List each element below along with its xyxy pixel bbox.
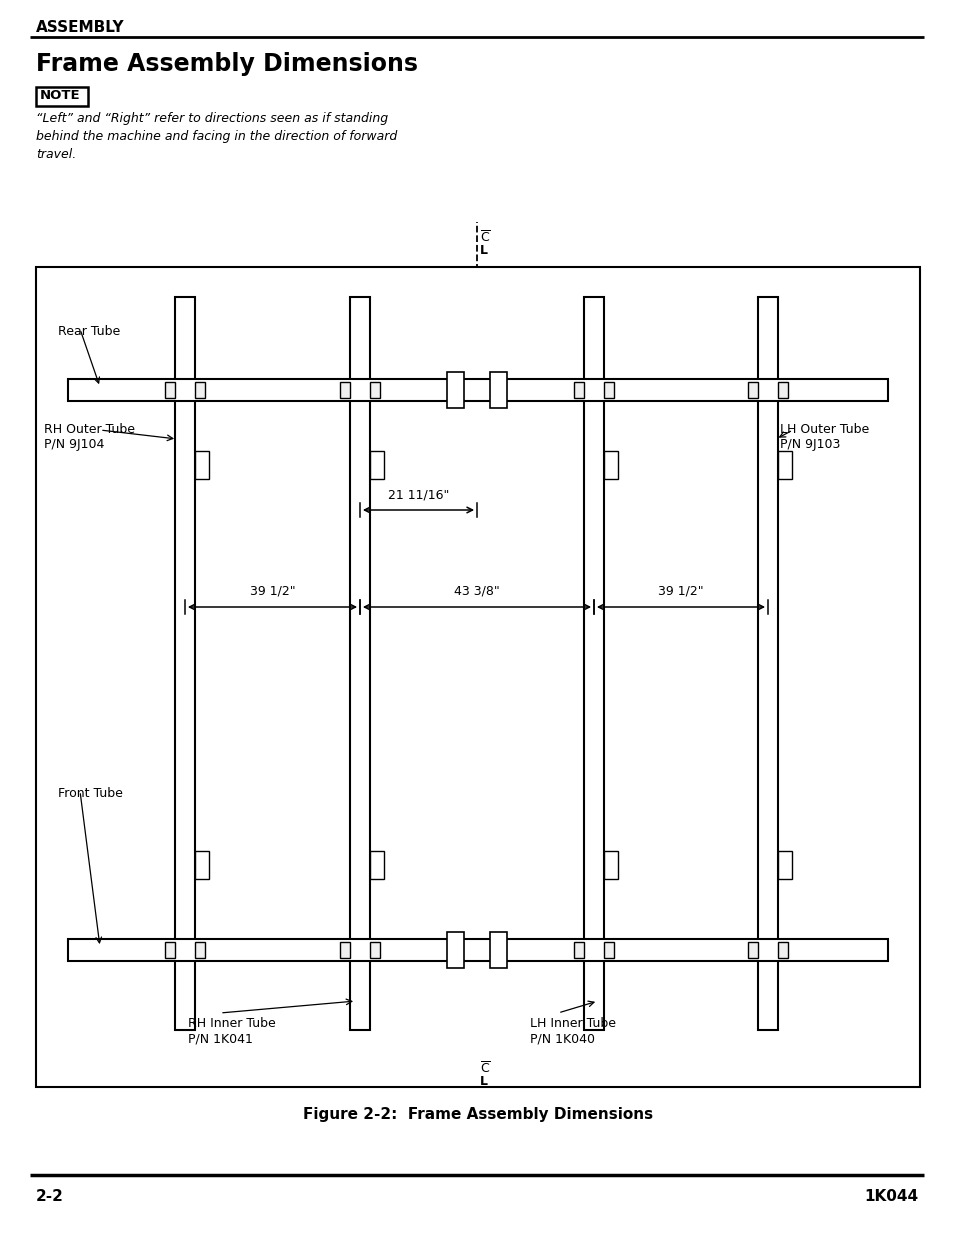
Bar [758, 296, 778, 1030]
Bar [165, 942, 174, 958]
Bar [490, 932, 506, 968]
Bar [194, 382, 205, 398]
Bar [574, 382, 583, 398]
Text: L: L [479, 1074, 488, 1088]
Circle shape [198, 643, 206, 651]
Text: Figure 2-2:  Frame Assembly Dimensions: Figure 2-2: Frame Assembly Dimensions [303, 1107, 653, 1123]
Bar [778, 942, 787, 958]
Text: L: L [479, 245, 488, 257]
Bar [490, 372, 506, 408]
Text: 39 1/2": 39 1/2" [250, 585, 295, 598]
Bar [447, 372, 463, 408]
Bar [370, 942, 379, 958]
Bar [370, 382, 379, 398]
Text: ASSEMBLY: ASSEMBLY [36, 20, 125, 35]
Bar [174, 296, 194, 1030]
Text: 1K044: 1K044 [863, 1189, 917, 1204]
Circle shape [781, 643, 788, 651]
Text: LH Inner Tube
P/N 1K040: LH Inner Tube P/N 1K040 [530, 1016, 616, 1045]
Bar [194, 851, 209, 879]
Text: $\overline{\rm C}$: $\overline{\rm C}$ [479, 230, 490, 245]
Text: RH Outer Tube
P/N 9J104: RH Outer Tube P/N 9J104 [44, 424, 135, 451]
Text: 43 3/8": 43 3/8" [454, 585, 499, 598]
Bar [194, 451, 209, 479]
Circle shape [606, 659, 615, 667]
Circle shape [781, 659, 788, 667]
Circle shape [373, 659, 380, 667]
Text: 39 1/2": 39 1/2" [658, 585, 703, 598]
Bar [447, 932, 463, 968]
Bar [778, 382, 787, 398]
Bar [574, 942, 583, 958]
Text: RH Inner Tube
P/N 1K041: RH Inner Tube P/N 1K041 [188, 1016, 275, 1045]
Bar [194, 942, 205, 958]
Bar [68, 939, 887, 961]
Bar [370, 851, 384, 879]
Text: “Left” and “Right” refer to directions seen as if standing
behind the machine an: “Left” and “Right” refer to directions s… [36, 112, 396, 161]
Bar [603, 942, 614, 958]
Bar [165, 382, 174, 398]
Bar [778, 851, 791, 879]
Circle shape [198, 659, 206, 667]
Text: NOTE: NOTE [40, 89, 81, 103]
Bar [603, 382, 614, 398]
Bar [603, 451, 618, 479]
Circle shape [373, 627, 380, 635]
Text: Rear Tube: Rear Tube [58, 325, 120, 338]
Circle shape [606, 627, 615, 635]
Text: LH Outer Tube
P/N 9J103: LH Outer Tube P/N 9J103 [780, 424, 868, 451]
Bar [68, 379, 887, 401]
Bar [339, 382, 350, 398]
Bar [36, 86, 88, 106]
Bar [339, 942, 350, 958]
Bar [36, 267, 919, 1087]
Circle shape [198, 627, 206, 635]
Bar [370, 451, 384, 479]
Circle shape [781, 627, 788, 635]
Text: Frame Assembly Dimensions: Frame Assembly Dimensions [36, 52, 417, 77]
Bar [747, 942, 758, 958]
Circle shape [373, 643, 380, 651]
Bar [778, 451, 791, 479]
Text: 21 11/16": 21 11/16" [388, 488, 449, 501]
Text: Front Tube: Front Tube [58, 787, 123, 800]
Circle shape [606, 643, 615, 651]
Bar [350, 296, 370, 1030]
Text: 2-2: 2-2 [36, 1189, 64, 1204]
Bar [603, 851, 618, 879]
Bar [583, 296, 603, 1030]
Bar [747, 382, 758, 398]
Text: $\overline{\rm C}$: $\overline{\rm C}$ [479, 1061, 490, 1076]
